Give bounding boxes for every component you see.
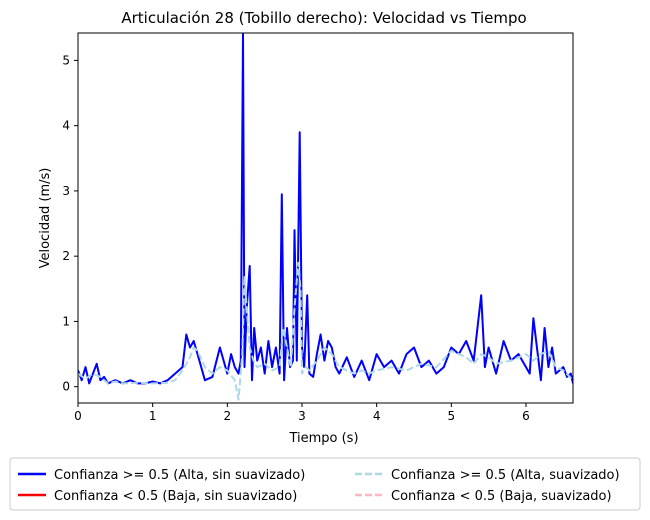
y-tick-label: 2	[62, 249, 70, 263]
y-tick-label: 1	[62, 314, 70, 328]
x-tick-label: 1	[149, 409, 157, 423]
legend-label-0: Confianza >= 0.5 (Alta, sin suavizado)	[54, 468, 305, 483]
x-axis-ticks: 0 1 2 3 4 5 6	[74, 403, 530, 423]
x-tick-label: 2	[224, 409, 232, 423]
legend: Confianza >= 0.5 (Alta, sin suavizado) Co…	[9, 457, 641, 511]
x-tick-label: 5	[447, 409, 455, 423]
x-tick-label: 0	[74, 409, 82, 423]
x-axis-label: Tiempo (s)	[288, 431, 358, 446]
series-line-2	[78, 261, 573, 401]
axes-frame	[77, 32, 574, 404]
legend-label-1: Confianza < 0.5 (Baja, sin suavizado)	[54, 489, 297, 504]
legend-box	[9, 457, 641, 511]
y-tick-label: 4	[62, 119, 70, 133]
chart-title: Articulación 28 (Tobillo derecho): Veloc…	[121, 9, 526, 27]
y-axis-ticks: 0 1 2 3 4 5	[62, 53, 78, 394]
y-tick-label: 5	[62, 53, 70, 67]
x-tick-label: 3	[298, 409, 306, 423]
legend-label-2: Confianza >= 0.5 (Alta, suavizado)	[391, 468, 620, 483]
series-line-0	[78, 33, 573, 385]
x-tick-label: 6	[522, 409, 530, 423]
series-lines	[78, 33, 573, 401]
x-tick-label: 4	[373, 409, 381, 423]
y-tick-label: 0	[62, 380, 70, 394]
y-axis-label: Velocidad (m/s)	[38, 168, 53, 269]
legend-label-3: Confianza < 0.5 (Baja, suavizado)	[391, 489, 612, 504]
plot-area	[77, 32, 574, 404]
y-tick-label: 3	[62, 184, 70, 198]
